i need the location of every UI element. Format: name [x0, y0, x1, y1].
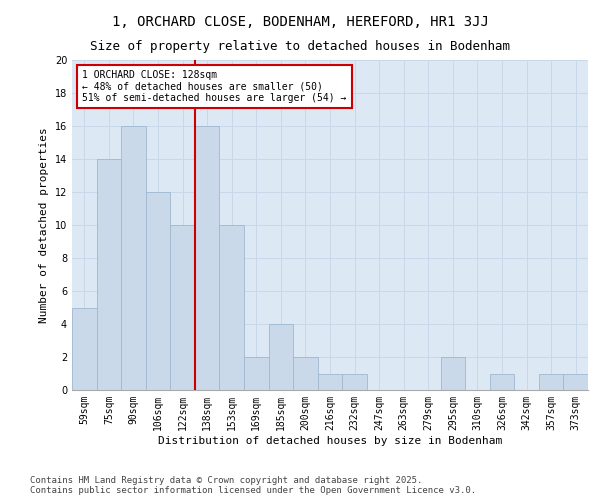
Text: Contains HM Land Registry data © Crown copyright and database right 2025.
Contai: Contains HM Land Registry data © Crown c…	[30, 476, 476, 495]
Bar	[563, 374, 588, 390]
X-axis label: Distribution of detached houses by size in Bodenham: Distribution of detached houses by size …	[158, 436, 502, 446]
Bar	[539, 374, 563, 390]
Bar	[269, 324, 293, 390]
Text: Size of property relative to detached houses in Bodenham: Size of property relative to detached ho…	[90, 40, 510, 53]
Bar	[146, 192, 170, 390]
Bar	[220, 225, 244, 390]
Bar	[121, 126, 146, 390]
Bar	[72, 308, 97, 390]
Bar	[293, 357, 318, 390]
Bar	[440, 357, 465, 390]
Y-axis label: Number of detached properties: Number of detached properties	[39, 127, 49, 323]
Bar	[170, 225, 195, 390]
Bar	[195, 126, 220, 390]
Bar	[244, 357, 269, 390]
Bar	[342, 374, 367, 390]
Bar	[490, 374, 514, 390]
Text: 1, ORCHARD CLOSE, BODENHAM, HEREFORD, HR1 3JJ: 1, ORCHARD CLOSE, BODENHAM, HEREFORD, HR…	[112, 15, 488, 29]
Bar	[318, 374, 342, 390]
Text: 1 ORCHARD CLOSE: 128sqm
← 48% of detached houses are smaller (50)
51% of semi-de: 1 ORCHARD CLOSE: 128sqm ← 48% of detache…	[82, 70, 347, 103]
Bar	[97, 159, 121, 390]
